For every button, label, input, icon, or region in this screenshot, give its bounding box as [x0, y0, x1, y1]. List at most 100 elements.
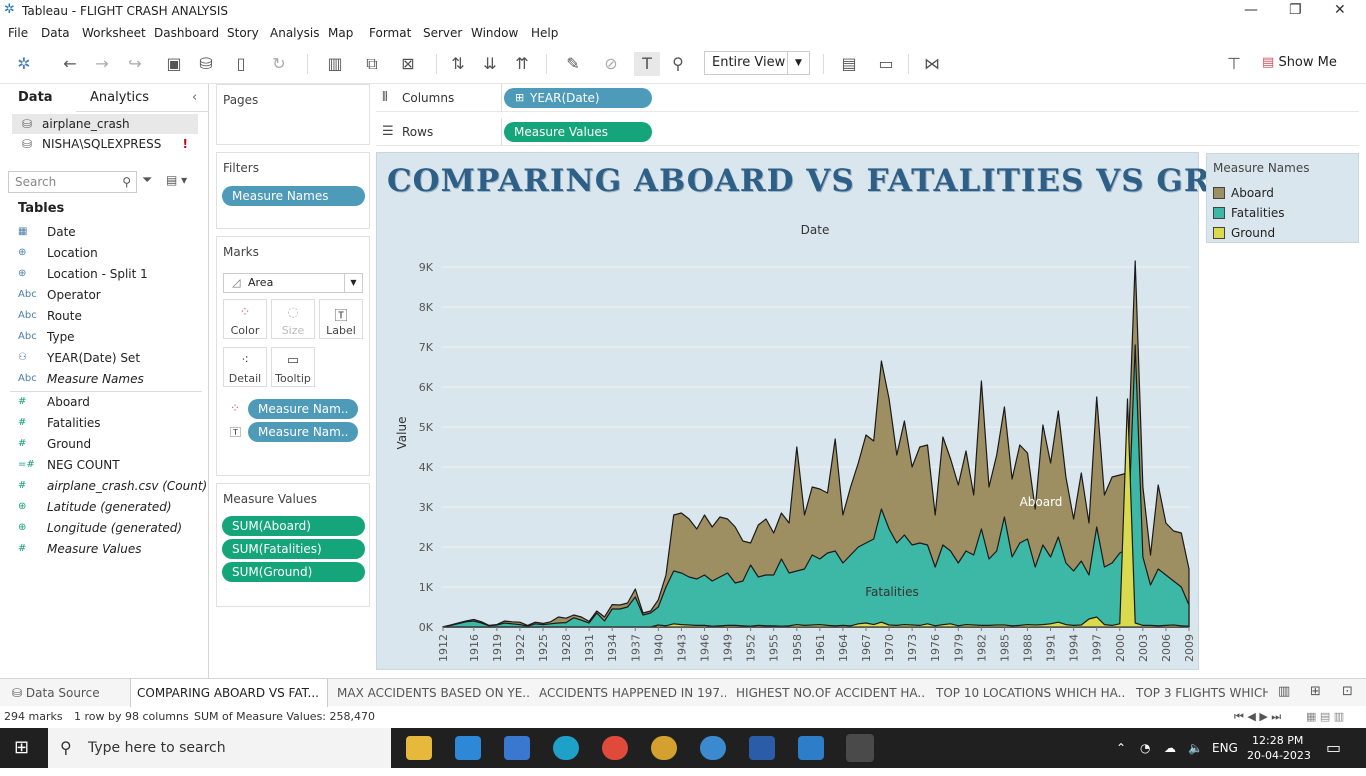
chrome-profile-icon[interactable]	[651, 736, 677, 760]
data-source-tab[interactable]: ⛁ Data Source	[4, 679, 128, 707]
field-airplane-crash-csv-count-[interactable]: # airplane_crash.csv (Count)	[18, 476, 207, 496]
field-year-date-set[interactable]: ⚇ YEAR(Date) Set	[18, 348, 140, 368]
menu-worksheet[interactable]: Worksheet	[82, 26, 146, 40]
field-search-input[interactable]: Search ⚲	[8, 171, 137, 193]
tab-data[interactable]: Data	[18, 90, 53, 105]
legend-item-fatalities[interactable]: Fatalities	[1213, 205, 1285, 221]
field-route[interactable]: Abc Route	[18, 306, 82, 326]
new-worksheet-icon[interactable]: ▥	[327, 54, 343, 73]
group-icon[interactable]: ⊘	[604, 54, 618, 73]
field-aboard[interactable]: # Aboard	[18, 392, 90, 412]
label-button[interactable]: 🅃 Label	[319, 299, 363, 339]
minimize-icon[interactable]: —	[1244, 2, 1258, 18]
tableau-home-icon[interactable]: ✲	[17, 54, 31, 73]
clock-time[interactable]: 12:28 PM	[1252, 734, 1304, 747]
menu-format[interactable]: Format	[369, 26, 412, 40]
menu-map[interactable]: Map	[328, 26, 354, 40]
show-me-button[interactable]: ▤ Show Me	[1262, 55, 1337, 70]
marks-pill-label[interactable]: Measure Nam..	[248, 422, 358, 442]
chart-view[interactable]: COMPARING ABOARD VS FATALITIES VS GROUND…	[376, 152, 1323, 670]
new-worksheet-tab-icon[interactable]: ▥	[1278, 684, 1291, 699]
data-source-item[interactable]: ⛁ airplane_crash	[12, 114, 198, 134]
field-ground[interactable]: # Ground	[18, 434, 91, 454]
field-fatalities[interactable]: # Fatalities	[18, 413, 101, 433]
menu-analysis[interactable]: Analysis	[270, 26, 320, 40]
tab-analytics[interactable]: Analytics	[90, 90, 150, 105]
clock-date[interactable]: 20-04-2023	[1247, 749, 1311, 762]
field-location-split-1[interactable]: ⊕ Location - Split 1	[18, 264, 148, 284]
restore-icon[interactable]: ❐	[1289, 2, 1302, 18]
field-measure-values[interactable]: # Measure Values	[18, 539, 141, 559]
filter-icon[interactable]: ⏷	[142, 173, 153, 188]
field-neg-count[interactable]: =# NEG COUNT	[18, 455, 120, 475]
volume-icon[interactable]: 🔈	[1188, 741, 1203, 755]
view-options-icon[interactable]: ▤ ▾	[166, 173, 188, 187]
sheet-tab-5[interactable]: TOP 10 LOCATIONS WHICH HA...	[936, 686, 1126, 700]
refresh-icon[interactable]: ↻	[272, 54, 286, 73]
sort-descending-icon[interactable]: ⇈	[515, 54, 529, 73]
new-dashboard-tab-icon[interactable]: ⊞	[1310, 684, 1321, 699]
measure-pill-ground[interactable]: SUM(Ground)	[222, 562, 365, 582]
replay-icon[interactable]: ↪	[128, 54, 142, 73]
edge-icon[interactable]	[553, 736, 579, 760]
highlight-icon[interactable]: ✎	[566, 54, 580, 73]
fix-axes-icon[interactable]: ⚲	[672, 54, 684, 73]
menu-story[interactable]: Story	[227, 26, 259, 40]
presentation-icon[interactable]: ▭	[878, 54, 894, 73]
sheet-tab-2[interactable]: MAX ACCIDENTS BASED ON YE...	[337, 686, 529, 700]
rows-pill-measure-values[interactable]: Measure Values	[504, 122, 652, 142]
menu-server[interactable]: Server	[423, 26, 463, 40]
connection-item[interactable]: ⛁ NISHA\SQLEXPRESS !	[12, 134, 198, 154]
detail-button[interactable]: ⁖ Detail	[223, 347, 267, 387]
menu-data[interactable]: Data	[41, 26, 70, 40]
mail-icon[interactable]	[455, 736, 481, 760]
tableau-taskbar-icon[interactable]	[846, 734, 874, 762]
notification-icon[interactable]: ▭	[1326, 738, 1342, 757]
network-icon[interactable]: ◔	[1140, 741, 1151, 755]
size-button[interactable]: ◌ Size	[271, 299, 315, 339]
area-fatalities[interactable]	[442, 344, 1190, 628]
tray-chevron-icon[interactable]: ⌃	[1116, 741, 1127, 755]
taskbar-search-input[interactable]: ⚲ Type here to search	[48, 728, 391, 768]
legend-item-aboard[interactable]: Aboard	[1213, 185, 1274, 201]
show-labels-icon[interactable]: T	[634, 52, 660, 76]
pause-updates-icon[interactable]: ▯	[236, 54, 246, 73]
sheet-tab-1[interactable]: COMPARING ABOARD VS FAT...	[130, 679, 328, 707]
collapse-pane-icon[interactable]: ‹	[192, 90, 198, 105]
columns-pill-year-date[interactable]: ⊞ YEAR(Date)	[504, 88, 652, 108]
windows-start-icon[interactable]: ⊞	[14, 737, 30, 758]
new-datasource-icon[interactable]: ⛁	[199, 54, 213, 73]
measure-pill-fatalities[interactable]: SUM(Fatalities)	[222, 539, 365, 559]
sheet-view-icon[interactable]: ▦ ▤ ▥	[1306, 710, 1345, 723]
menu-file[interactable]: File	[8, 26, 29, 40]
word-icon[interactable]	[749, 736, 775, 760]
sheet-tab-3[interactable]: ACCIDENTS HAPPENED IN 197...	[539, 686, 726, 700]
field-type[interactable]: Abc Type	[18, 327, 75, 347]
swap-icon[interactable]: ⇅	[451, 54, 465, 73]
sheet-nav-icon[interactable]: ⏮ ◀ ▶ ⏭	[1234, 710, 1282, 723]
field-measure-names[interactable]: Abc Measure Names	[18, 369, 144, 389]
save-icon[interactable]: ▣	[166, 54, 182, 73]
show-cards-icon[interactable]: ▤	[841, 54, 857, 73]
store-icon[interactable]	[504, 736, 530, 760]
field-operator[interactable]: Abc Operator	[18, 285, 101, 305]
chrome-icon[interactable]	[602, 736, 628, 760]
field-date[interactable]: ▦ Date	[18, 222, 76, 242]
chrome-profile2-icon[interactable]	[700, 736, 726, 760]
menu-window[interactable]: Window	[471, 26, 519, 40]
clear-sheet-icon[interactable]: ⊠	[401, 54, 415, 73]
menu-help[interactable]: Help	[531, 26, 559, 40]
mark-type-select[interactable]: ◿ Area ▼	[223, 273, 363, 293]
field-location[interactable]: ⊕ Location	[18, 243, 98, 263]
cloud-icon[interactable]: ☁	[1164, 741, 1176, 755]
marks-pill-color[interactable]: Measure Nam..	[248, 399, 358, 419]
tooltip-pin-icon[interactable]: ⊤	[1227, 54, 1241, 73]
color-button[interactable]: ⁘ Color	[223, 299, 267, 339]
menu-dashboard[interactable]: Dashboard	[154, 26, 220, 40]
undo-icon[interactable]: ←	[63, 54, 77, 73]
redo-icon[interactable]: →	[95, 54, 109, 73]
sheet-tab-6[interactable]: TOP 3 FLIGHTS WHICH	[1136, 686, 1268, 700]
filter-pill-measure-names[interactable]: Measure Names	[222, 186, 365, 206]
legend-item-ground[interactable]: Ground	[1213, 225, 1275, 241]
photos-icon[interactable]	[798, 736, 824, 760]
